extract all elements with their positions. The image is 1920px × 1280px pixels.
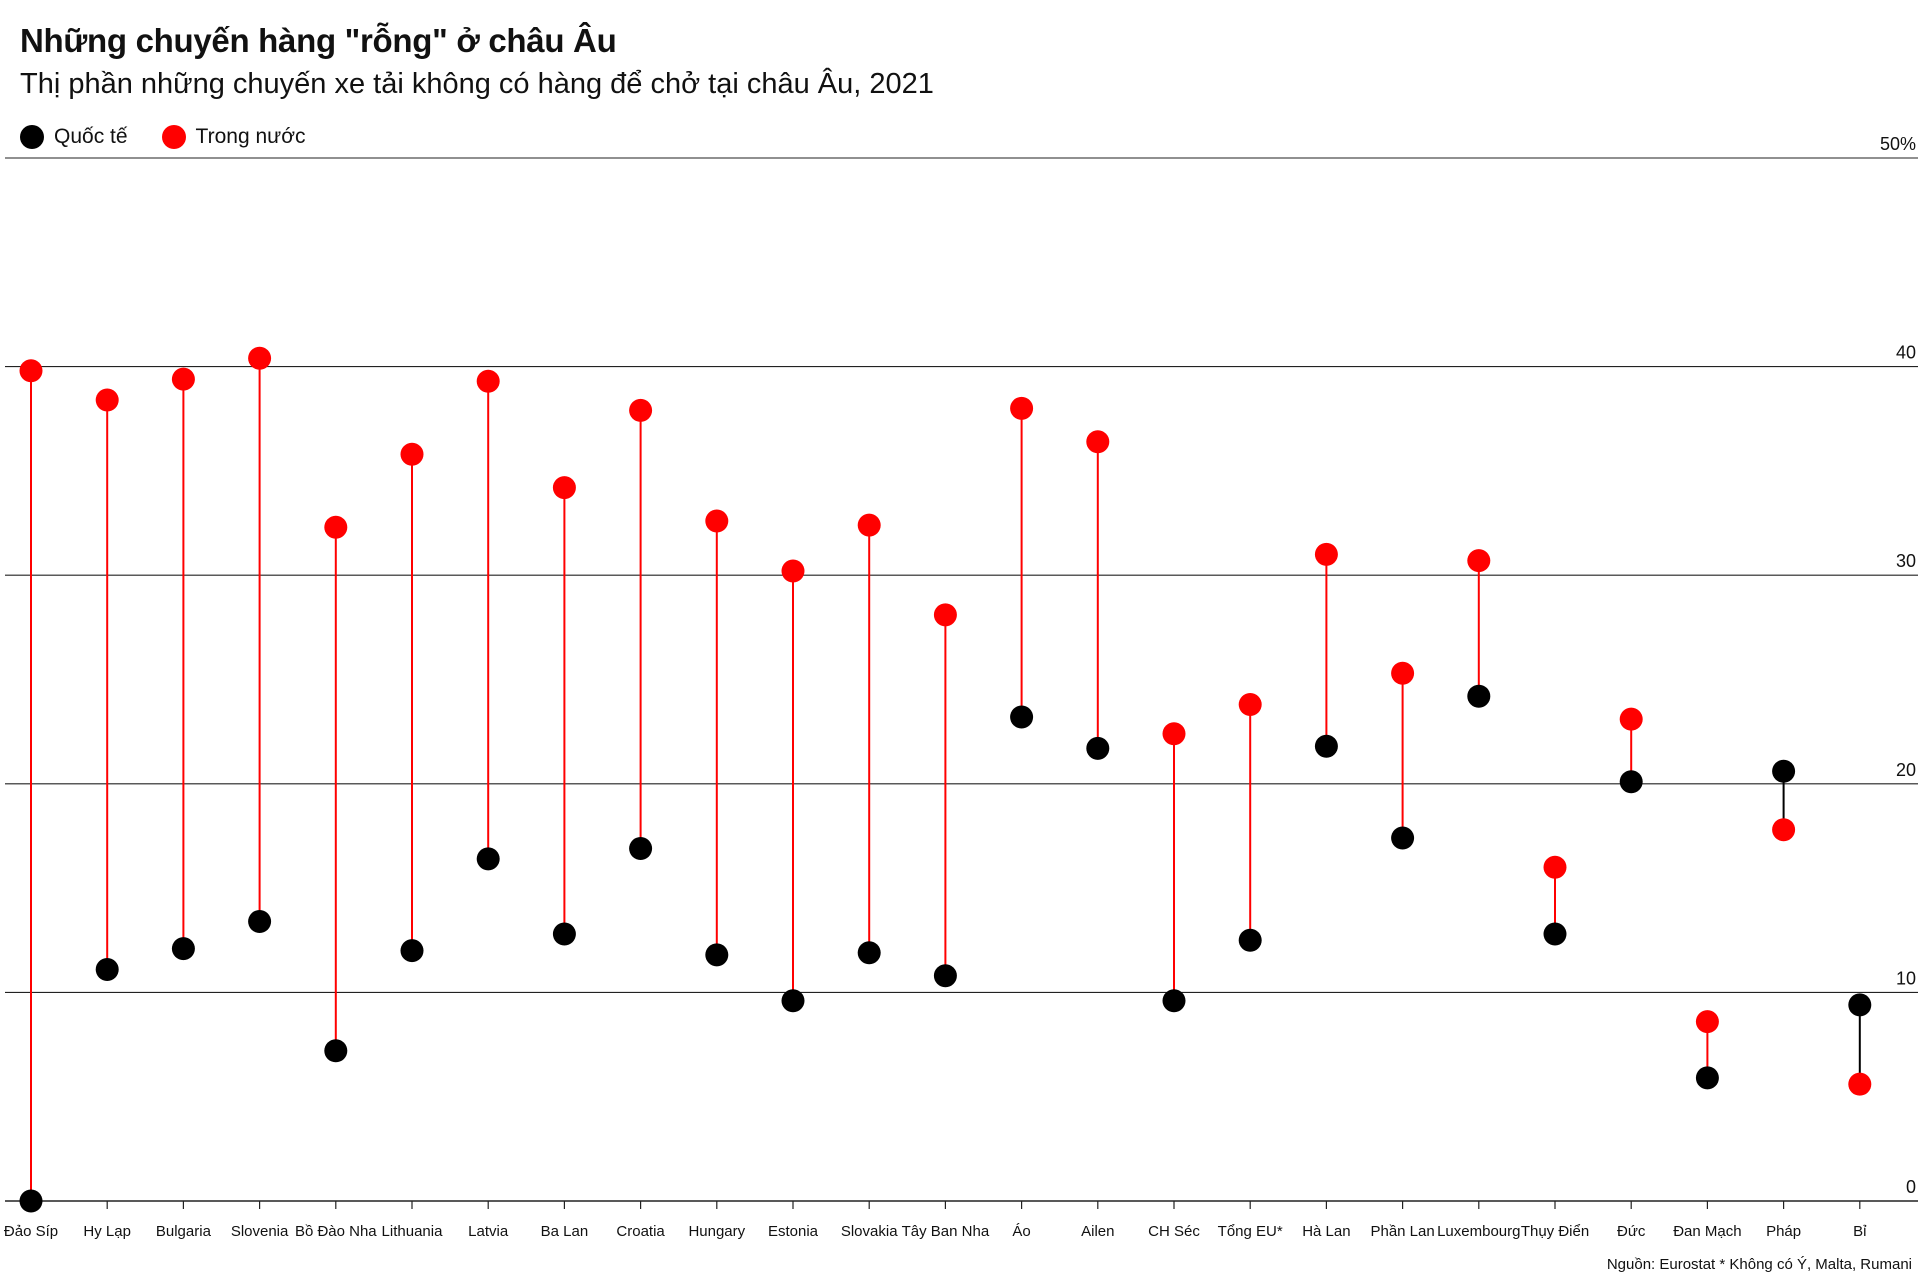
dot-international-16 xyxy=(1238,928,1262,952)
dot-international-12 xyxy=(933,964,957,988)
dot-international-4 xyxy=(324,1039,348,1063)
dot-domestic-15 xyxy=(1162,722,1186,746)
category-label-7: Ba Lan xyxy=(541,1223,589,1240)
dot-international-21 xyxy=(1619,770,1643,794)
category-label-16: Tổng EU* xyxy=(1218,1223,1283,1240)
dot-domestic-18 xyxy=(1391,661,1415,685)
dot-domestic-19 xyxy=(1467,549,1491,573)
dot-domestic-17 xyxy=(1314,542,1338,566)
dot-domestic-22 xyxy=(1695,1010,1719,1034)
dot-international-7 xyxy=(552,922,576,946)
chart-title: Những chuyến hàng "rỗng" ở châu Âu xyxy=(20,22,617,59)
category-label-13: Áo xyxy=(1012,1223,1030,1240)
dot-international-1 xyxy=(95,957,119,981)
dot-international-19 xyxy=(1467,684,1491,708)
dot-international-9 xyxy=(705,943,729,967)
category-label-21: Đức xyxy=(1617,1223,1646,1240)
dot-domestic-14 xyxy=(1086,430,1110,454)
source-note: Nguồn: Eurostat * Không có Ý, Malta, Rum… xyxy=(1606,1256,1912,1273)
category-label-12: Tây Ban Nha xyxy=(902,1223,990,1240)
category-label-23: Pháp xyxy=(1766,1223,1801,1240)
dot-international-24 xyxy=(1848,993,1872,1017)
category-label-0: Đảo Síp xyxy=(4,1223,58,1240)
dot-international-14 xyxy=(1086,736,1110,760)
dot-international-15 xyxy=(1162,989,1186,1013)
y-tick-label-30: 30 xyxy=(1896,551,1916,571)
y-tick-label-50: 50% xyxy=(1880,134,1916,154)
category-label-5: Lithuania xyxy=(382,1223,444,1240)
category-label-15: CH Séc xyxy=(1148,1223,1200,1240)
y-tick-label-10: 10 xyxy=(1896,968,1916,988)
dot-domestic-10 xyxy=(781,559,805,583)
dot-domestic-3 xyxy=(248,346,272,370)
dot-domestic-21 xyxy=(1619,707,1643,731)
dot-domestic-13 xyxy=(1010,396,1034,420)
dot-international-10 xyxy=(781,989,805,1013)
dot-domestic-0 xyxy=(19,359,43,383)
dot-international-20 xyxy=(1543,922,1567,946)
category-label-20: Thụy Điển xyxy=(1521,1223,1589,1240)
dot-international-0 xyxy=(19,1189,43,1213)
dot-international-23 xyxy=(1772,759,1796,783)
dot-international-17 xyxy=(1314,734,1338,758)
dot-domestic-16 xyxy=(1238,693,1262,717)
dot-domestic-6 xyxy=(476,369,500,393)
dot-domestic-7 xyxy=(552,476,576,500)
dot-international-13 xyxy=(1010,705,1034,729)
dot-international-6 xyxy=(476,847,500,871)
dot-international-5 xyxy=(400,939,424,963)
dot-international-8 xyxy=(629,836,653,860)
category-label-14: Ailen xyxy=(1081,1223,1114,1240)
chart-subtitle: Thị phần những chuyến xe tải không có hà… xyxy=(20,68,934,100)
y-tick-label-40: 40 xyxy=(1896,343,1916,363)
category-label-8: Croatia xyxy=(616,1223,665,1240)
dot-domestic-2 xyxy=(171,367,195,391)
category-label-24: Bỉ xyxy=(1853,1223,1867,1240)
dot-domestic-9 xyxy=(705,509,729,533)
category-label-22: Đan Mạch xyxy=(1673,1223,1741,1240)
dot-international-22 xyxy=(1695,1066,1719,1090)
category-label-2: Bulgaria xyxy=(156,1223,212,1240)
legend-label-domestic: Trong nước xyxy=(195,125,306,148)
dot-international-11 xyxy=(857,941,881,965)
dot-domestic-4 xyxy=(324,515,348,539)
legend-label-international: Quốc tế xyxy=(54,125,128,148)
dot-domestic-24 xyxy=(1848,1072,1872,1096)
dot-international-3 xyxy=(248,909,272,933)
dot-domestic-23 xyxy=(1772,818,1796,842)
dot-domestic-11 xyxy=(857,513,881,537)
category-label-11: Slovakia xyxy=(841,1223,898,1240)
dot-domestic-5 xyxy=(400,442,424,466)
category-label-4: Bồ Đào Nha xyxy=(295,1223,377,1240)
category-label-1: Hy Lạp xyxy=(83,1223,131,1240)
legend-item-international: Quốc tế xyxy=(20,125,128,149)
category-label-6: Latvia xyxy=(468,1223,509,1240)
dot-international-2 xyxy=(171,937,195,961)
dot-domestic-12 xyxy=(933,603,957,627)
category-label-9: Hungary xyxy=(688,1223,745,1240)
category-label-19: Luxembourg xyxy=(1437,1223,1520,1240)
legend-swatch-international xyxy=(20,125,44,149)
legend-item-domestic: Trong nước xyxy=(161,125,306,149)
legend-swatch-domestic xyxy=(161,125,186,149)
category-label-10: Estonia xyxy=(768,1223,819,1240)
dot-domestic-20 xyxy=(1543,855,1567,879)
dot-domestic-8 xyxy=(629,398,653,422)
y-tick-label-0: 0 xyxy=(1906,1177,1916,1197)
category-label-18: Phần Lan xyxy=(1370,1223,1434,1240)
dot-domestic-1 xyxy=(95,388,119,412)
legend: Quốc tế Trong nước xyxy=(20,122,339,152)
category-label-3: Slovenia xyxy=(231,1223,289,1240)
y-tick-label-20: 20 xyxy=(1896,760,1916,780)
dot-international-18 xyxy=(1391,826,1415,850)
category-label-17: Hà Lan xyxy=(1302,1223,1350,1240)
